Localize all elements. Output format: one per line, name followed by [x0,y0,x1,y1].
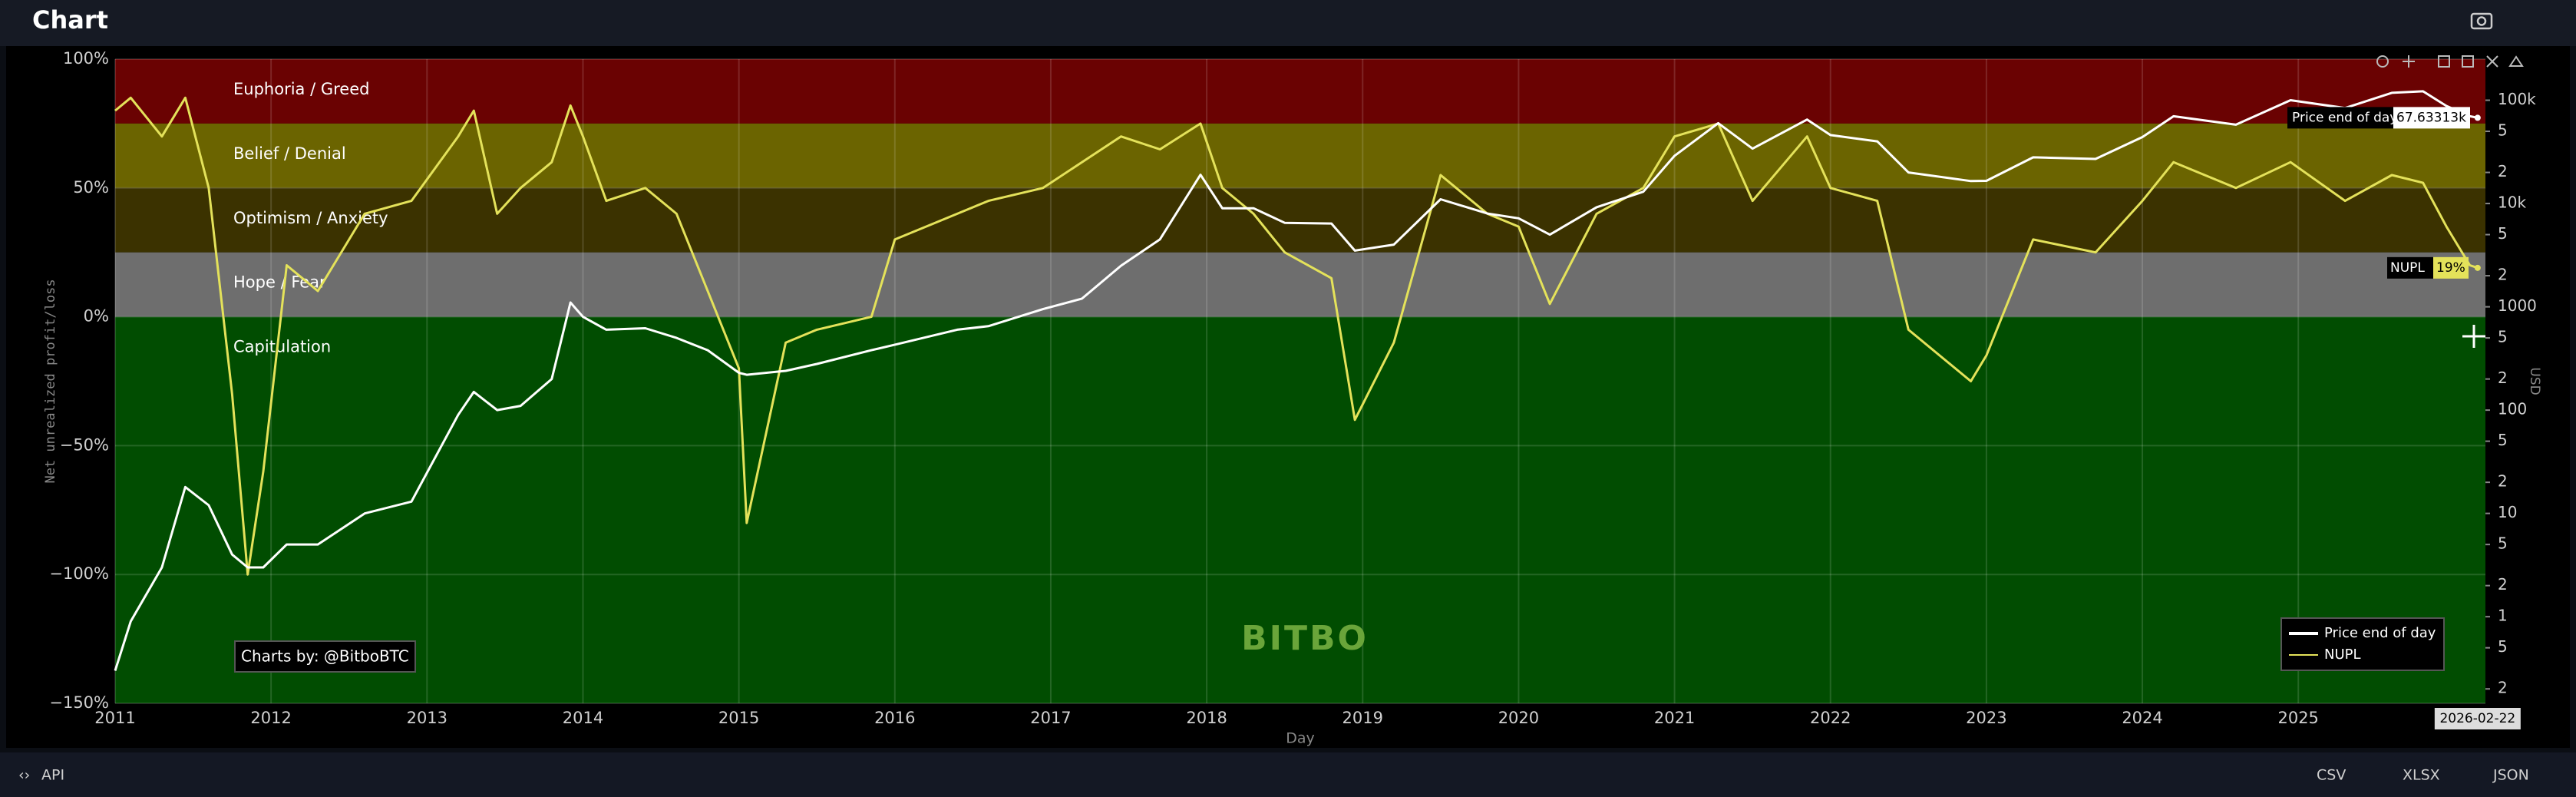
zone-label: Euphoria / Greed [233,80,369,98]
y2-tick-label: 10k [2498,193,2526,212]
zoom-out-icon[interactable] [2462,55,2474,68]
x-tick-label: 2016 [874,709,915,727]
hover-value-box [2393,107,2470,129]
y-tick-label: −50% [60,435,109,454]
zone-label: Capitulation [233,338,331,356]
y2-tick-label: 5 [2498,328,2508,346]
hover-point [2474,114,2481,121]
header-bar [0,0,2576,46]
y2-tick-label: 2 [2498,679,2508,697]
credit-box [234,640,416,673]
y2-tick-label: 2 [2498,472,2508,491]
hover-value-box [2433,256,2469,279]
footer-bar [0,752,2576,797]
series-line [114,96,2479,576]
pan-icon[interactable] [2403,55,2415,68]
y2-tick-label: 2 [2498,162,2508,180]
xlsx-button[interactable]: XLSX [2403,767,2440,784]
camera-icon[interactable] [2470,12,2493,30]
x-tick-label: 2025 [2277,709,2318,727]
series-line [114,90,2479,671]
x-tick-label: 2024 [2122,709,2162,727]
api-button[interactable]: API [41,767,64,784]
y2-tick-label: 2 [2498,266,2508,284]
x-tick-label: 2022 [1810,709,1851,727]
zone-label: Optimism / Anxiety [233,209,388,227]
x-tick-label: 2020 [1498,709,1539,727]
hover-name: NUPL [2390,260,2425,276]
y-tick-label: 100% [63,49,109,68]
y2-tick-label: 100 [2498,400,2527,418]
hover-name-box [2287,107,2393,129]
x-tick-label: 2018 [1186,709,1227,727]
x-tick-label: 2021 [1654,709,1695,727]
zoom-in-icon[interactable] [2438,55,2450,68]
zone-band [115,123,2485,188]
x-tick-label: 2023 [1966,709,2006,727]
y2-tick-label: 2 [2498,369,2508,387]
header-title: Chart [32,5,108,35]
hover-date: 2026-02-22 [2439,711,2515,726]
hover-value: 19% [2436,260,2465,276]
x-tick-label: 2019 [1342,709,1383,727]
y2-tick-label: 5 [2498,637,2508,656]
hover-point [2474,264,2481,271]
reset-icon[interactable] [2508,55,2524,67]
hover-date-box [2434,708,2521,729]
y-axis-title: Net unrealized profit/loss [43,279,58,483]
zone-band [115,187,2485,253]
zone-label: Belief / Denial [233,144,346,163]
legend-label: NUPL [2324,647,2361,663]
csv-button[interactable]: CSV [2317,767,2346,784]
y-tick-label: −100% [49,564,109,583]
x-tick-label: 2017 [1030,709,1071,727]
json-button[interactable]: JSON [2492,767,2529,784]
zone-band [115,316,2485,703]
y2-tick-label: 1000 [2498,296,2537,315]
x-tick-label: 2013 [407,709,447,727]
plot: Euphoria / Greed Belief / Denial Optimism … [43,49,2542,747]
credit: Charts by: @BitboBTC [241,647,409,666]
y2-tick-label: 5 [2498,121,2508,140]
y2-tick-label: 10 [2498,503,2517,521]
y2-tick-label: 5 [2498,224,2508,243]
legend-box [2280,617,2445,671]
legend-label: Price end of day [2324,625,2436,641]
y2-tick-label: 5 [2498,431,2508,449]
y2-axis-title: USD [2527,367,2542,395]
x-tick-label: 2014 [563,709,603,727]
x-tick-label: 2015 [718,709,759,727]
autoscale-icon[interactable] [2486,55,2498,68]
x-tick-label: 2012 [250,709,291,727]
y2-tick-label: 100k [2498,90,2536,108]
modebar [2376,55,2524,68]
hover-name: Price end of day [2292,110,2397,125]
y2-tick-label: 2 [2498,575,2508,594]
hover-value: 67.63313k [2396,110,2466,125]
y2-tick-label: 5 [2498,534,2508,553]
hover-name-box [2387,256,2433,279]
x-axis-title: Day [1286,730,1315,747]
y2-tick-label: 1 [2498,607,2508,625]
crosshair [2462,325,2485,348]
y-tick-label: 50% [73,178,109,197]
api-icon: ‹› [18,767,30,784]
zoom-icon[interactable] [2376,55,2389,68]
zone-band [115,59,2485,124]
y-tick-label: −150% [49,693,109,712]
watermark: BITBO [1241,619,1369,658]
x-tick-label: 2011 [94,709,135,727]
zone-band [115,252,2485,317]
y-tick-label: 0% [84,307,109,326]
zone-label: Hope / Fear [233,273,326,292]
